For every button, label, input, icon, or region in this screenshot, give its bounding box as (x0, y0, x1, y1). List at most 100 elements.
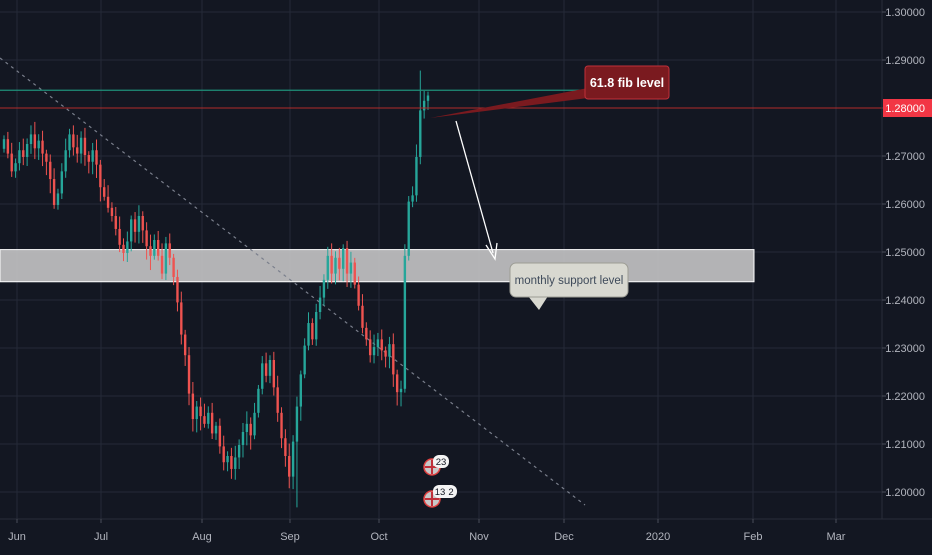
support-level-label: monthly support level (515, 275, 624, 287)
candle-body (207, 412, 210, 424)
candle (268, 355, 272, 384)
support-callout-box (509, 262, 629, 298)
candle-body (141, 216, 144, 231)
candle (72, 125, 75, 156)
candle-body (338, 257, 341, 269)
candle-body (64, 150, 67, 172)
candle (76, 134, 79, 163)
candle (245, 411, 249, 446)
candle (422, 90, 426, 119)
candle (187, 347, 191, 406)
candle-body (195, 406, 198, 420)
candle (226, 451, 229, 472)
candle-body (295, 406, 299, 442)
candle (87, 151, 90, 174)
candle (280, 407, 283, 449)
candle-body (299, 374, 302, 407)
candle-body (353, 262, 356, 285)
candle-body (183, 334, 187, 356)
candle-body (10, 153, 13, 172)
candle (395, 369, 399, 406)
candle-body (415, 156, 418, 196)
candle-body (180, 302, 183, 335)
candle-body (87, 155, 90, 162)
candle-body (226, 456, 229, 463)
event-count-bottom-extra: 2 (448, 487, 453, 498)
candle (176, 269, 179, 312)
candle (349, 251, 353, 288)
candle-body (291, 441, 295, 477)
candle (207, 406, 210, 429)
candle (45, 149, 48, 176)
fib-callout-pointer (430, 88, 588, 118)
price-tick-label: 1.29000 (885, 55, 925, 67)
candle-body (245, 423, 249, 432)
candle-body (130, 219, 133, 242)
candle (264, 352, 268, 383)
candle-body (234, 457, 237, 469)
candle-body (384, 350, 387, 357)
candle (18, 142, 21, 171)
candle (326, 246, 329, 289)
candle-body (2, 139, 6, 149)
candle (210, 402, 214, 440)
event-count-bottom: 13 (435, 487, 446, 498)
candle (234, 445, 237, 480)
candle (91, 142, 94, 175)
candle-body (318, 297, 322, 312)
level-lines-layer (0, 89, 882, 109)
candle (311, 318, 314, 345)
candle (33, 121, 37, 160)
candle (52, 168, 56, 209)
candle-body (334, 257, 337, 274)
event-count-top: 23 (436, 457, 447, 468)
candle (365, 322, 368, 346)
candle (334, 251, 337, 285)
candle-body (399, 388, 403, 393)
current-price-tag (883, 99, 932, 117)
candle (307, 312, 310, 351)
candle-body (249, 423, 252, 436)
candle (126, 231, 129, 262)
candle (122, 238, 125, 262)
candle-body (280, 412, 283, 439)
candle (137, 205, 141, 244)
candle (199, 397, 202, 431)
price-tick-label: 1.26000 (885, 199, 925, 211)
candle (318, 285, 322, 320)
price-tick-label: 1.30000 (885, 7, 925, 19)
candle-body (14, 163, 17, 172)
time-tick-label: Aug (192, 531, 212, 543)
candle-body (361, 305, 364, 328)
candle (22, 138, 25, 166)
time-axis-panel (0, 519, 932, 550)
candle (399, 380, 403, 407)
candle (218, 418, 222, 454)
candle (64, 138, 67, 178)
candle (29, 125, 33, 154)
candle (2, 135, 6, 153)
candle-body (303, 345, 306, 375)
candle (415, 144, 418, 202)
candle (149, 234, 152, 271)
candle (153, 234, 156, 260)
fib-level-label: 61.8 fib level (590, 76, 664, 90)
candle-body (199, 406, 202, 417)
candle (353, 257, 356, 289)
candle (79, 131, 83, 164)
candle (145, 222, 148, 260)
price-tick-label: 1.23000 (885, 343, 925, 355)
candle (361, 294, 364, 334)
candle-body (126, 241, 129, 253)
candle (261, 356, 264, 395)
candle-body (191, 393, 195, 420)
candle-body (114, 216, 117, 229)
candle (291, 435, 295, 490)
candle (330, 243, 333, 284)
candle-body (29, 134, 33, 144)
candle-body (214, 425, 218, 434)
candle (180, 291, 183, 345)
candle (49, 154, 52, 194)
